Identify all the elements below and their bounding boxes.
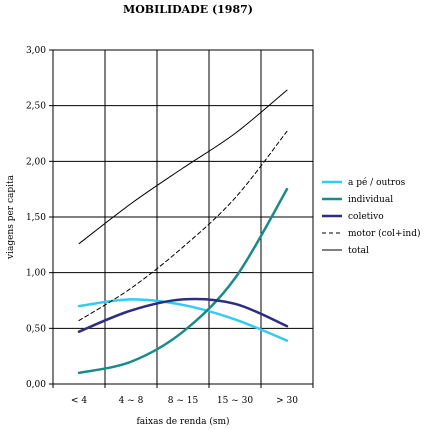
legend-label: total (348, 246, 369, 256)
x-tick-label: < 4 (71, 396, 87, 406)
plot-border (52, 49, 314, 385)
x-axis-label: faixas de renda (sm) (136, 416, 229, 427)
series-line (78, 130, 288, 322)
series-line (78, 89, 288, 245)
x-tick-label: 4 ~ 8 (119, 396, 144, 406)
y-tick-label: 0,50 (26, 324, 46, 334)
y-axis-label: viagens per capita (6, 174, 16, 260)
legend-label: individual (348, 195, 393, 205)
legend: a pé / outros individual coletivo motor (co… (322, 177, 421, 256)
series-line (77, 297, 289, 333)
legend-label: a pé / outros (348, 177, 406, 188)
y-tick-label: 0,00 (26, 380, 46, 390)
y-tick-label: 1,50 (26, 213, 46, 223)
x-tick-label: > 30 (276, 396, 298, 406)
series-line (77, 187, 289, 375)
x-tick-label: 15 ~ 30 (217, 396, 253, 406)
x-tick-label: 8 ~ 15 (168, 396, 199, 406)
legend-label: coletivo (348, 212, 384, 222)
y-tick-label: 2,50 (26, 102, 46, 112)
y-axis-ticks: 0,00 0,50 1,00 1,50 2,00 2,50 3,00 (26, 46, 53, 390)
series-line (77, 298, 289, 342)
legend-label: motor (col+ind) (348, 228, 421, 239)
series-lines (77, 89, 289, 375)
x-axis-ticks: < 4 4 ~ 8 8 ~ 15 15 ~ 30 > 30 (52, 384, 314, 406)
chart-title: MOBILIDADE (1987) (123, 3, 253, 16)
y-tick-label: 3,00 (26, 46, 46, 56)
y-tick-label: 1,00 (26, 269, 46, 279)
y-tick-label: 2,00 (26, 157, 46, 167)
